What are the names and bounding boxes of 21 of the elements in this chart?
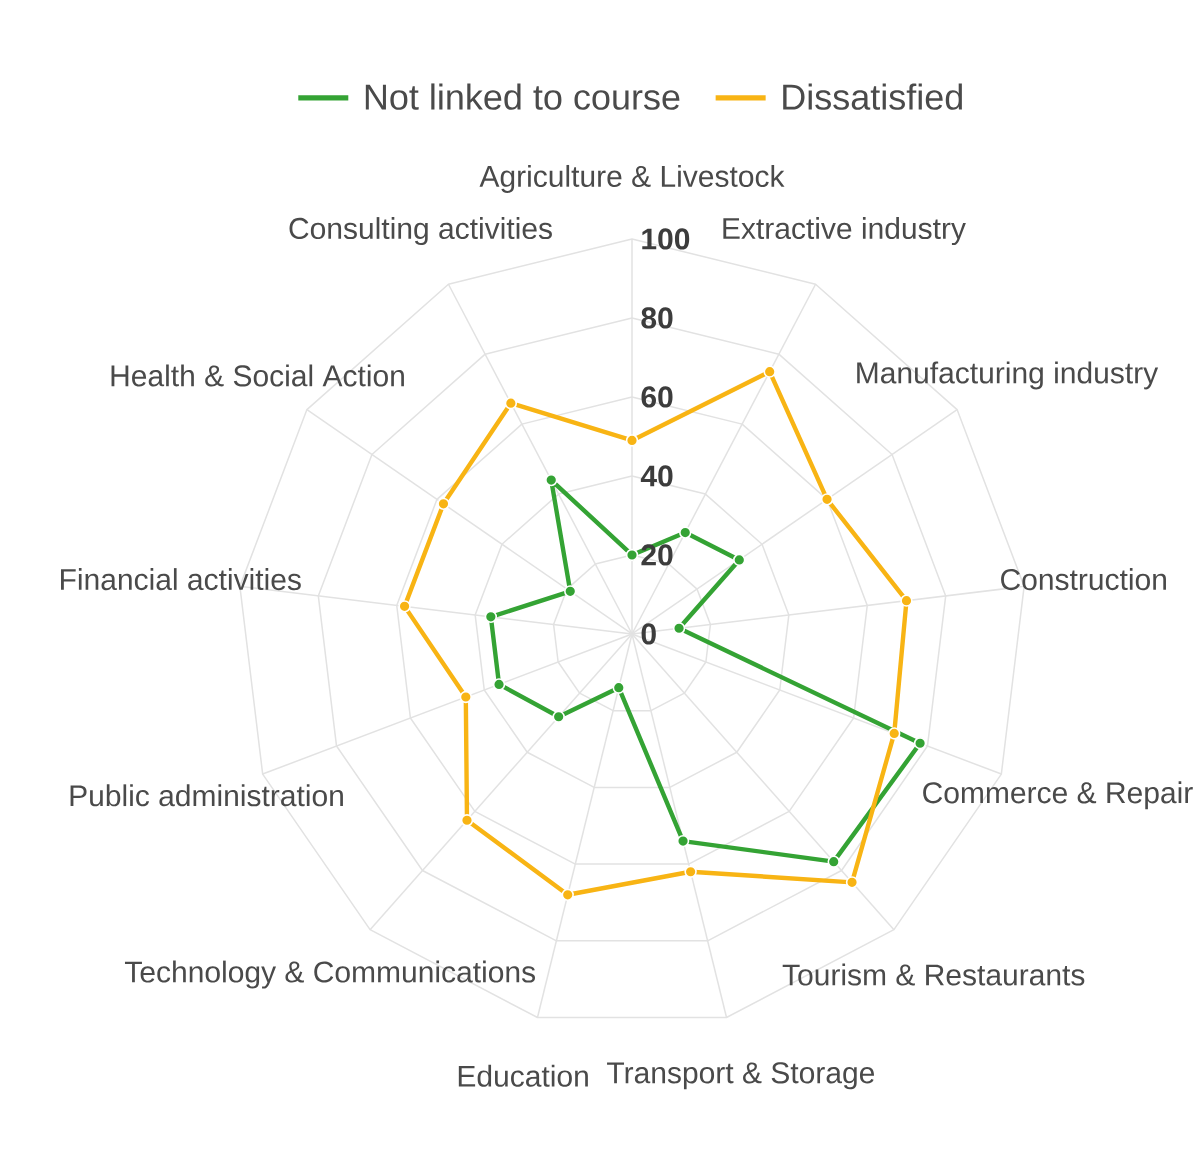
y-tick-label: 0: [641, 623, 656, 645]
spoke-label: Agriculture & Livestock: [479, 164, 785, 193]
y-tick-label: 80: [641, 307, 673, 329]
spoke-label: Education: [458, 1064, 588, 1087]
spoke-label: Extractive industry: [723, 217, 966, 246]
legend-label: Dissatisfied: [783, 83, 962, 110]
spoke-label: Commerce & Repair: [923, 781, 1193, 810]
spoke-label: Health & Social Action: [111, 364, 404, 387]
spoke-label: Tourism & Restaurants: [782, 963, 1085, 986]
y-tick-label: 60: [641, 386, 673, 408]
y-tick-label: 40: [640, 465, 673, 487]
spoke-label: Technology & Communications: [124, 960, 535, 989]
spoke-label: Public administration: [70, 784, 343, 807]
spoke-label: Consulting activities: [289, 217, 552, 246]
legend-label: Not linked to course: [365, 83, 680, 110]
spoke-label: Manufacturing industry: [857, 361, 1159, 390]
y-tick-label: 100: [642, 228, 690, 250]
spoke-label: Transport & Storage: [607, 1062, 875, 1090]
y-tick-label: 20: [641, 544, 673, 566]
spoke-label: Financial activities: [61, 568, 301, 591]
spoke-label: Construction: [1001, 568, 1166, 591]
